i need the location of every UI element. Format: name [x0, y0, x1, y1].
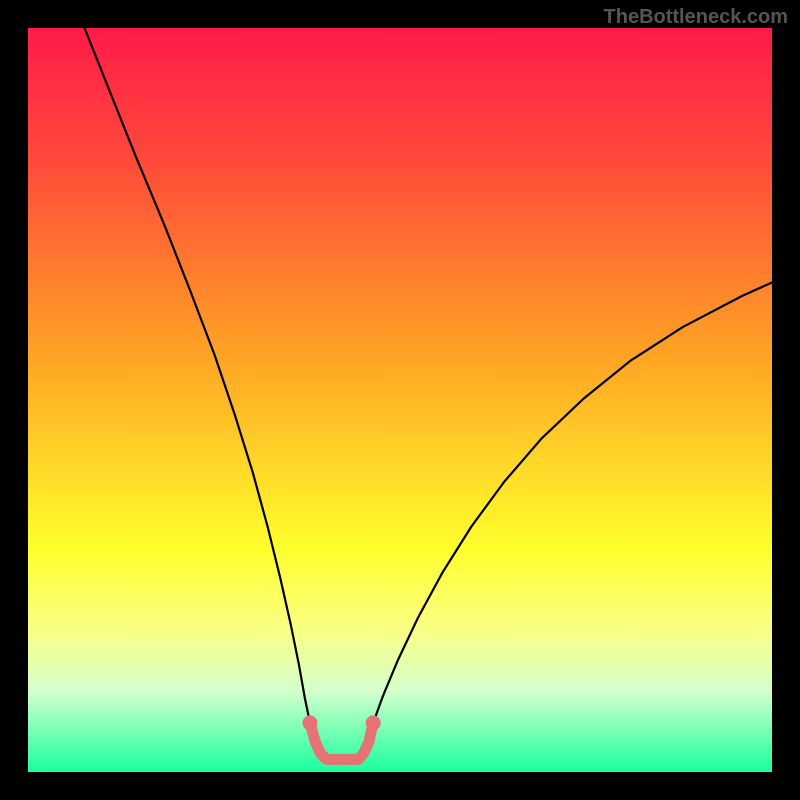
bottleneck-plot	[0, 0, 800, 800]
chart-container: TheBottleneck.com	[0, 0, 800, 800]
gradient-background	[28, 28, 772, 772]
valley-endpoint-right	[366, 715, 381, 730]
valley-endpoint-left	[302, 715, 317, 730]
watermark-text: TheBottleneck.com	[604, 6, 788, 29]
